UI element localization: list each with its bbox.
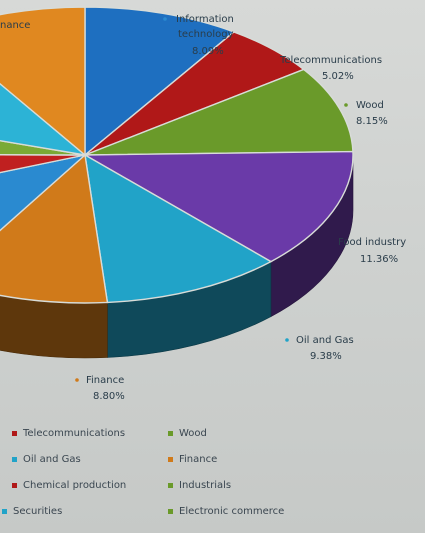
label-oil: Oil and Gas xyxy=(296,335,354,346)
label-finance-pct: 8.80% xyxy=(93,391,125,402)
legend-label: Finance xyxy=(179,454,218,465)
label-top-left: nance xyxy=(0,20,30,31)
pie-slices xyxy=(0,6,354,304)
legend-industrials: Industrials xyxy=(168,480,231,491)
legend-label: Electronic commerce xyxy=(179,506,285,517)
legend-swatch xyxy=(168,456,173,462)
label-oil-marker xyxy=(285,338,289,342)
label-food: Food industry xyxy=(338,237,406,248)
label-food-pct: 11.36% xyxy=(360,254,398,265)
legend-oil-and-gas: Oil and Gas xyxy=(12,454,81,465)
legend-swatch xyxy=(168,508,173,514)
legend-label: Wood xyxy=(179,428,207,439)
pie-slice-0 xyxy=(84,6,236,157)
pie-slice-2 xyxy=(84,68,354,156)
label-finance: Finance xyxy=(86,375,124,386)
label-info-tech-pct: 8.09% xyxy=(192,46,224,57)
legend-swatch xyxy=(168,430,173,436)
label-wood-marker xyxy=(344,103,348,107)
label-info-tech-line1: Information xyxy=(176,14,234,25)
legend-electronic-commerce: Electronic commerce xyxy=(168,506,284,517)
legend-swatch xyxy=(12,482,17,488)
label-info-tech-marker xyxy=(163,17,167,21)
label-telecom-pct: 5.02% xyxy=(322,71,354,82)
pie-slice-5 xyxy=(0,153,109,304)
legend-swatch xyxy=(2,508,7,514)
pie-slice-10 xyxy=(0,6,86,157)
label-oil-pct: 9.38% xyxy=(310,351,342,362)
pie-slice-7 xyxy=(0,154,86,174)
legend-telecommunications: Telecommunications xyxy=(12,428,125,439)
legend-label: Oil and Gas xyxy=(23,454,81,465)
label-finance-marker xyxy=(75,378,79,382)
legend-label: Chemical production xyxy=(23,480,127,491)
pie-slice-3 xyxy=(82,150,354,263)
legend-label: Securities xyxy=(13,506,63,517)
legend-label: Industrials xyxy=(179,480,232,491)
label-telecom-marker xyxy=(269,58,273,62)
chart-legend: Telecommunications Wood Oil and Gas Fina… xyxy=(0,424,425,533)
legend-swatch xyxy=(12,430,17,436)
label-info-tech-line2: technology xyxy=(178,29,234,40)
pie-slice-4 xyxy=(84,153,273,304)
legend-wood: Wood xyxy=(168,428,207,439)
pie-slice-6 xyxy=(0,153,88,232)
legend-chemical-production: Chemical production xyxy=(12,480,126,491)
legend-swatch xyxy=(12,456,17,462)
label-wood-pct: 8.15% xyxy=(356,116,388,127)
label-wood: Wood xyxy=(356,100,384,111)
legend-swatch xyxy=(168,482,173,488)
legend-securities: Securities xyxy=(2,506,62,517)
pie-labels: nance Information technology 8.09% Telec… xyxy=(0,14,406,402)
legend-label: Telecommunications xyxy=(23,428,126,439)
label-telecom: Telecommunications xyxy=(279,55,382,66)
pie-depth-wall xyxy=(0,154,354,359)
legend-finance: Finance xyxy=(168,454,217,465)
